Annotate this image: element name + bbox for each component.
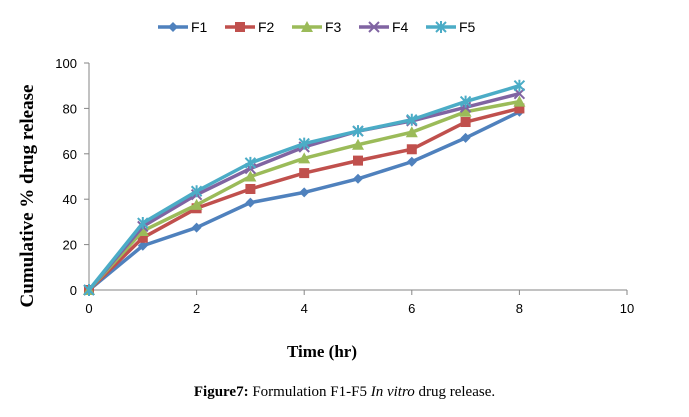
series-group (83, 79, 526, 296)
legend-item-f5: F5 (426, 19, 476, 35)
legend-item-f3: F3 (292, 19, 342, 35)
data-point-f2 (460, 117, 471, 128)
data-point-f1 (191, 222, 202, 233)
data-point-f3 (190, 198, 203, 210)
series-line-f2 (87, 106, 520, 292)
data-point-f2 (406, 144, 417, 155)
data-point-f5 (137, 217, 149, 230)
y-tick-label: 80 (63, 101, 77, 116)
data-point-f1 (245, 197, 256, 208)
data-point-f1 (299, 187, 310, 198)
legend-label-f2: F2 (258, 19, 275, 35)
legend: F1 F2 F3 F4 F5 (158, 19, 476, 35)
y-tick-label: 60 (63, 147, 77, 162)
y-tick-label: 20 (63, 238, 77, 253)
data-point-f3 (405, 126, 418, 138)
data-point-f5 (459, 95, 472, 108)
legend-item-f2: F2 (225, 19, 275, 35)
data-point-f5 (244, 156, 257, 169)
y-tick-label: 0 (70, 283, 77, 298)
data-point-f5 (298, 137, 310, 150)
legend-label-f5: F5 (459, 19, 476, 35)
data-point-f3 (352, 138, 364, 150)
y-axis-title: Cumulative % drug release (17, 85, 38, 308)
y-tick-label: 100 (55, 56, 77, 71)
legend-marker-f2 (235, 22, 245, 32)
axes: 0 20 40 60 80 100 0 2 4 6 8 10 (55, 56, 634, 316)
legend-marker-f3 (301, 21, 313, 32)
legend-marker-f5 (435, 21, 447, 33)
data-point-f2 (353, 155, 363, 166)
data-point-f5 (513, 79, 526, 92)
x-tick-label: 0 (85, 301, 92, 316)
legend-item-f4: F4 (359, 19, 409, 35)
data-point-f2 (514, 103, 525, 114)
data-point-f3 (244, 170, 257, 182)
data-point-f3 (513, 95, 526, 107)
figure-caption: Figure7: Formulation F1-F5 In vitro drug… (0, 384, 689, 401)
x-tick-label: 4 (301, 301, 308, 316)
data-point-f3 (136, 224, 149, 236)
data-point-f1 (137, 240, 148, 251)
data-point-f1 (353, 173, 363, 184)
legend-label-f3: F3 (325, 19, 342, 35)
x-axis-title: Time (hr) (287, 342, 357, 361)
series-f5 (83, 79, 526, 296)
series-f1 (84, 106, 525, 295)
data-point-f1 (460, 132, 471, 143)
legend-label-f4: F4 (392, 19, 409, 35)
series-f2 (84, 103, 525, 295)
caption-text: Formulation F1-F5 (252, 384, 367, 400)
data-point-f1 (406, 156, 417, 167)
x-tick-label: 10 (620, 301, 634, 316)
data-point-f2 (137, 232, 148, 243)
legend-item-f1: F1 (158, 19, 208, 35)
legend-label-f1: F1 (191, 19, 208, 35)
legend-marker-f1 (168, 22, 178, 32)
data-point-f3 (298, 152, 311, 164)
data-point-f3 (459, 105, 472, 117)
y-tick-label: 40 (63, 192, 77, 207)
x-tick-label: 8 (516, 301, 523, 316)
caption-figure-label: Figure7: (193, 384, 249, 400)
caption-text-end: drug release. (418, 384, 496, 400)
legend-marker-f4 (368, 21, 380, 33)
data-point-f2 (245, 183, 256, 194)
data-point-f5 (406, 113, 418, 126)
data-point-f5 (190, 185, 203, 198)
data-point-f5 (352, 125, 364, 138)
x-tick-label: 6 (408, 301, 415, 316)
data-point-f2 (299, 168, 310, 179)
x-tick-label: 2 (193, 301, 200, 316)
caption-italic-text: In vitro (370, 384, 415, 400)
series-f3 (83, 95, 526, 295)
data-point-f5 (83, 284, 95, 296)
